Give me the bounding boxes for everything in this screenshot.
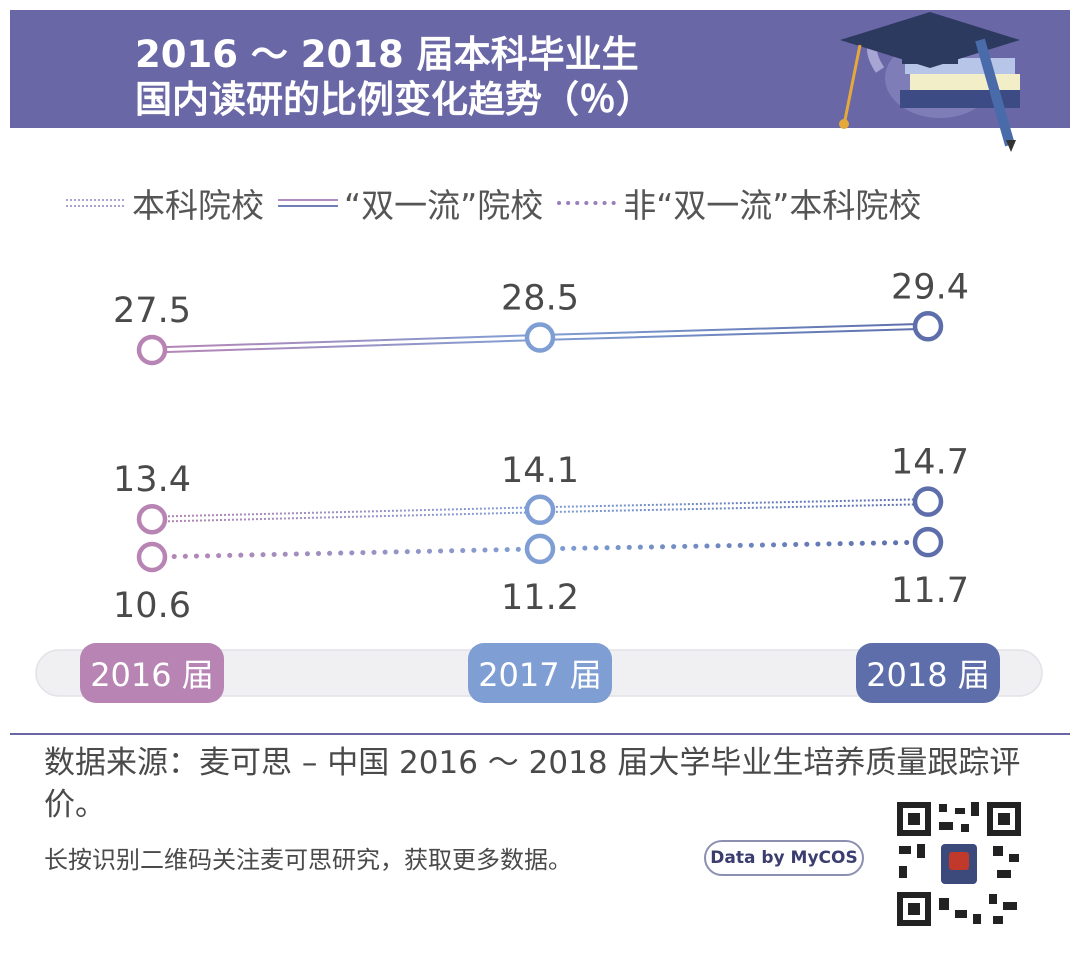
data-point: [524, 494, 556, 525]
follow-instruction: 长按识别二维码关注麦可思研究，获取更多数据。: [44, 846, 572, 874]
data-label: 14.1: [501, 451, 579, 491]
divider: [10, 733, 1070, 735]
data-label: 27.5: [113, 291, 191, 331]
data-label: 11.2: [501, 578, 579, 618]
category-pill: [468, 643, 612, 703]
legend-item-non-double-first-class: 非“双一流”本科院校: [557, 179, 921, 227]
data-label: 14.7: [891, 443, 969, 483]
legend-swatch-double-dotted: [66, 199, 126, 207]
data-point: [524, 322, 556, 353]
legend-item-undergrad: 本科院校: [66, 179, 264, 227]
data-point: [912, 486, 944, 517]
data-by-badge: Data by MyCOS: [704, 840, 864, 876]
legend-label-double-first-class: “双一流”院校: [344, 186, 544, 225]
legend-swatch-dotted: [557, 201, 618, 205]
chart-legend: 本科院校 “双一流”院校 非“双一流”本科院校: [66, 178, 935, 228]
x-tick-label: 2017 届: [478, 656, 602, 694]
data-label: 11.7: [891, 571, 969, 611]
chart-title-line1: 2016 ～ 2018 届本科毕业生: [135, 33, 639, 76]
legend-label-non-double-first-class: 非“双一流”本科院校: [623, 186, 922, 225]
data-label: 10.6: [113, 586, 191, 626]
legend-label-undergrad: 本科院校: [132, 186, 264, 225]
legend-swatch-double-solid: [278, 199, 338, 207]
data-label: 13.4: [113, 460, 191, 500]
data-point: [524, 533, 556, 565]
qr-code-icon[interactable]: [893, 798, 1025, 930]
x-tick-label: 2018 届: [866, 656, 990, 694]
x-tick-label: 2016 届: [90, 656, 214, 694]
data-point: [136, 541, 168, 573]
data-label: 28.5: [501, 279, 579, 319]
data-point: [136, 334, 168, 366]
line-chart: 27.5 28.5 29.4 13.4 14.1 14.7 10.6 11.2 11.7 201…: [35, 267, 1043, 703]
legend-item-double-first-class: “双一流”院校: [278, 179, 543, 227]
chart-title: 2016 ～ 2018 届本科毕业生 国内读研的比例变化趋势（％）: [135, 32, 653, 122]
data-source-note: 数据来源：麦可思 – 中国 2016 ～ 2018 届大学毕业生培养质量跟踪评价…: [44, 745, 1021, 823]
data-point: [912, 311, 944, 342]
data-point: [136, 503, 168, 535]
graduation-cap-books-icon: [839, 12, 1020, 152]
data-point: [912, 526, 944, 558]
category-pill: [856, 643, 1000, 703]
data-label: 29.4: [891, 267, 969, 307]
chart-title-line2: 国内读研的比例变化趋势（％）: [135, 78, 653, 121]
category-pill: [80, 643, 224, 703]
